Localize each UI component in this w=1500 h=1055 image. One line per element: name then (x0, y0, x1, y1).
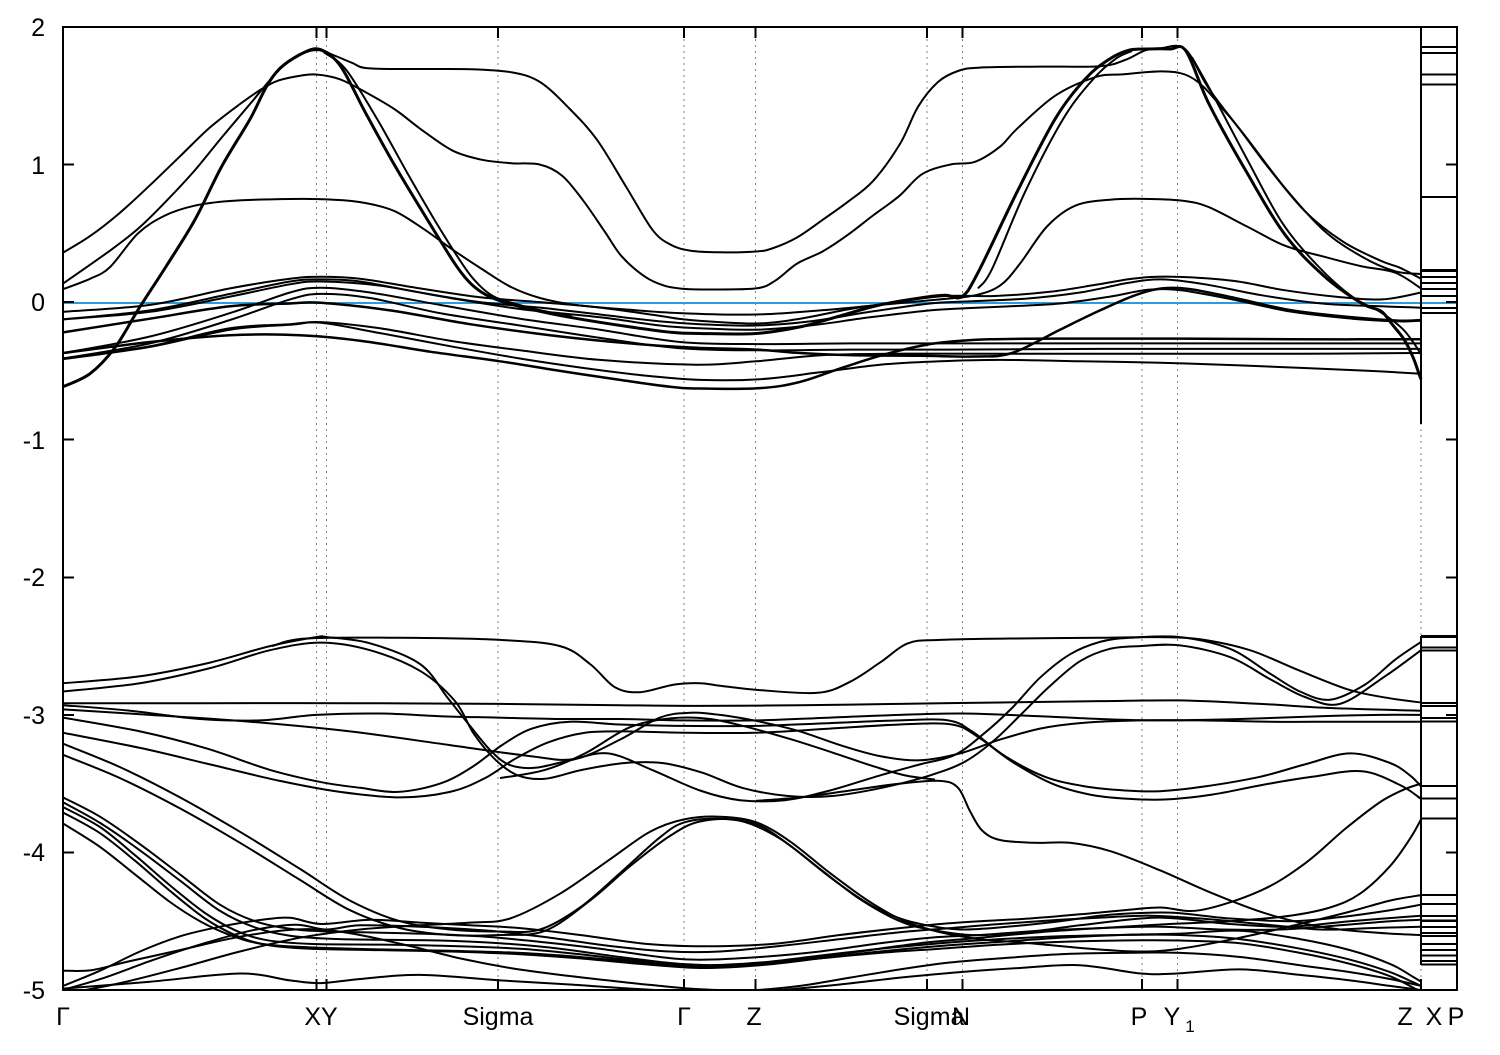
svg-text:Γ: Γ (677, 1003, 691, 1031)
svg-text:-5: -5 (23, 977, 45, 1005)
svg-text:1: 1 (1185, 1017, 1194, 1036)
svg-text:0: 0 (31, 289, 45, 317)
svg-text:X: X (1426, 1003, 1443, 1031)
svg-text:-1: -1 (23, 427, 45, 455)
svg-text:2: 2 (31, 14, 45, 42)
svg-text:Sigma: Sigma (894, 1003, 965, 1031)
svg-text:1: 1 (31, 152, 45, 180)
svg-text:P: P (1448, 1003, 1465, 1031)
svg-text:-2: -2 (23, 564, 45, 592)
svg-text:Sigma: Sigma (463, 1003, 534, 1031)
svg-text:XY: XY (304, 1003, 338, 1031)
svg-text:-4: -4 (23, 839, 45, 867)
svg-text:-3: -3 (23, 702, 45, 730)
svg-text:P: P (1131, 1003, 1148, 1031)
svg-text:Z: Z (1397, 1003, 1412, 1031)
svg-text:N: N (952, 1003, 970, 1031)
svg-text:Γ: Γ (56, 1003, 70, 1031)
svg-text:Y: Y (1164, 1003, 1181, 1031)
svg-text:Z: Z (746, 1003, 761, 1031)
